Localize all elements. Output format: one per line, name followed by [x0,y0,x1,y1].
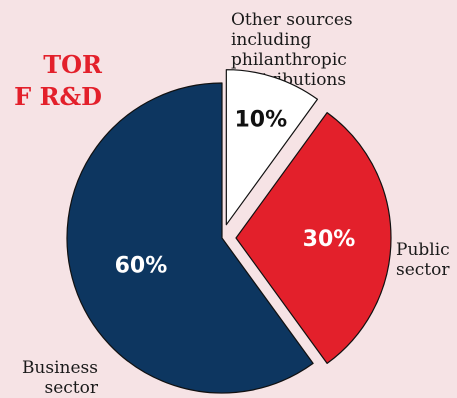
chart-title-line-2: F R&D [14,82,102,111]
slice-other-sources [225,69,319,226]
value-label-public-sector: 30% [303,227,356,252]
value-label-other-sources: 10% [234,108,287,133]
chart-title-line-1: TOR [43,50,102,79]
slice-label-public-sector: Public sector [396,240,450,280]
slice-label-business-sector: Business sector [21,358,98,398]
slice-business-sector [66,82,314,394]
value-label-business-sector: 60% [115,253,168,278]
slice-public-sector [235,112,392,364]
